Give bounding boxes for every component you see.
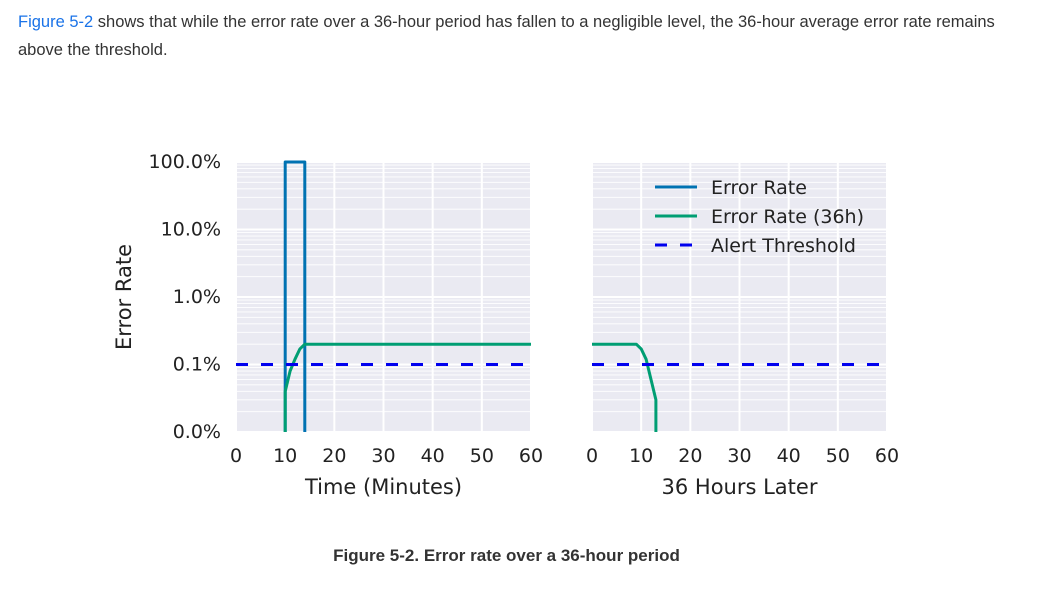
x-tick-label: 20: [678, 445, 702, 467]
y-tick-label: 10.0%: [161, 219, 221, 241]
x-tick-label: 40: [777, 445, 801, 467]
intro-paragraph: Figure 5-2 shows that while the error ra…: [18, 8, 1018, 64]
series-error-rate-line: [283, 160, 307, 432]
figure-link[interactable]: Figure 5-2: [18, 13, 94, 31]
x-tick-label: 20: [322, 445, 346, 467]
y-tick-label: 0.1%: [173, 354, 221, 376]
x-tick-label: 50: [470, 445, 494, 467]
legend-label: Alert Threshold: [711, 235, 856, 257]
series-error-rate-36h-line: [592, 342, 658, 432]
y-tick-label: 100.0%: [149, 151, 221, 173]
x-tick-label: 40: [421, 445, 445, 467]
x-tick-label: 30: [371, 445, 395, 467]
x-tick-label: 0: [586, 445, 598, 467]
x-tick-label: 30: [727, 445, 751, 467]
x-tick-label: 60: [875, 445, 899, 467]
legend-label: Error Rate (36h): [711, 206, 864, 228]
x-tick-label: 0: [230, 445, 242, 467]
intro-text: shows that while the error rate over a 3…: [18, 13, 995, 59]
x-tick-label: 50: [826, 445, 850, 467]
y-tick-label: 1.0%: [173, 286, 221, 308]
x-tick-label: 60: [519, 445, 543, 467]
x-tick-label: 10: [629, 445, 653, 467]
series-error-rate-36h-line: [283, 342, 531, 432]
x-tick-label: 10: [273, 445, 297, 467]
y-axis-label: Error Rate: [112, 244, 136, 350]
y-tick-label: 0.0%: [173, 421, 221, 443]
figure-caption: Figure 5-2. Error rate over a 36-hour pe…: [333, 546, 680, 565]
x-axis-label: 36 Hours Later: [662, 475, 818, 499]
legend-label: Error Rate: [711, 177, 807, 199]
x-axis-label: Time (Minutes): [304, 475, 462, 499]
